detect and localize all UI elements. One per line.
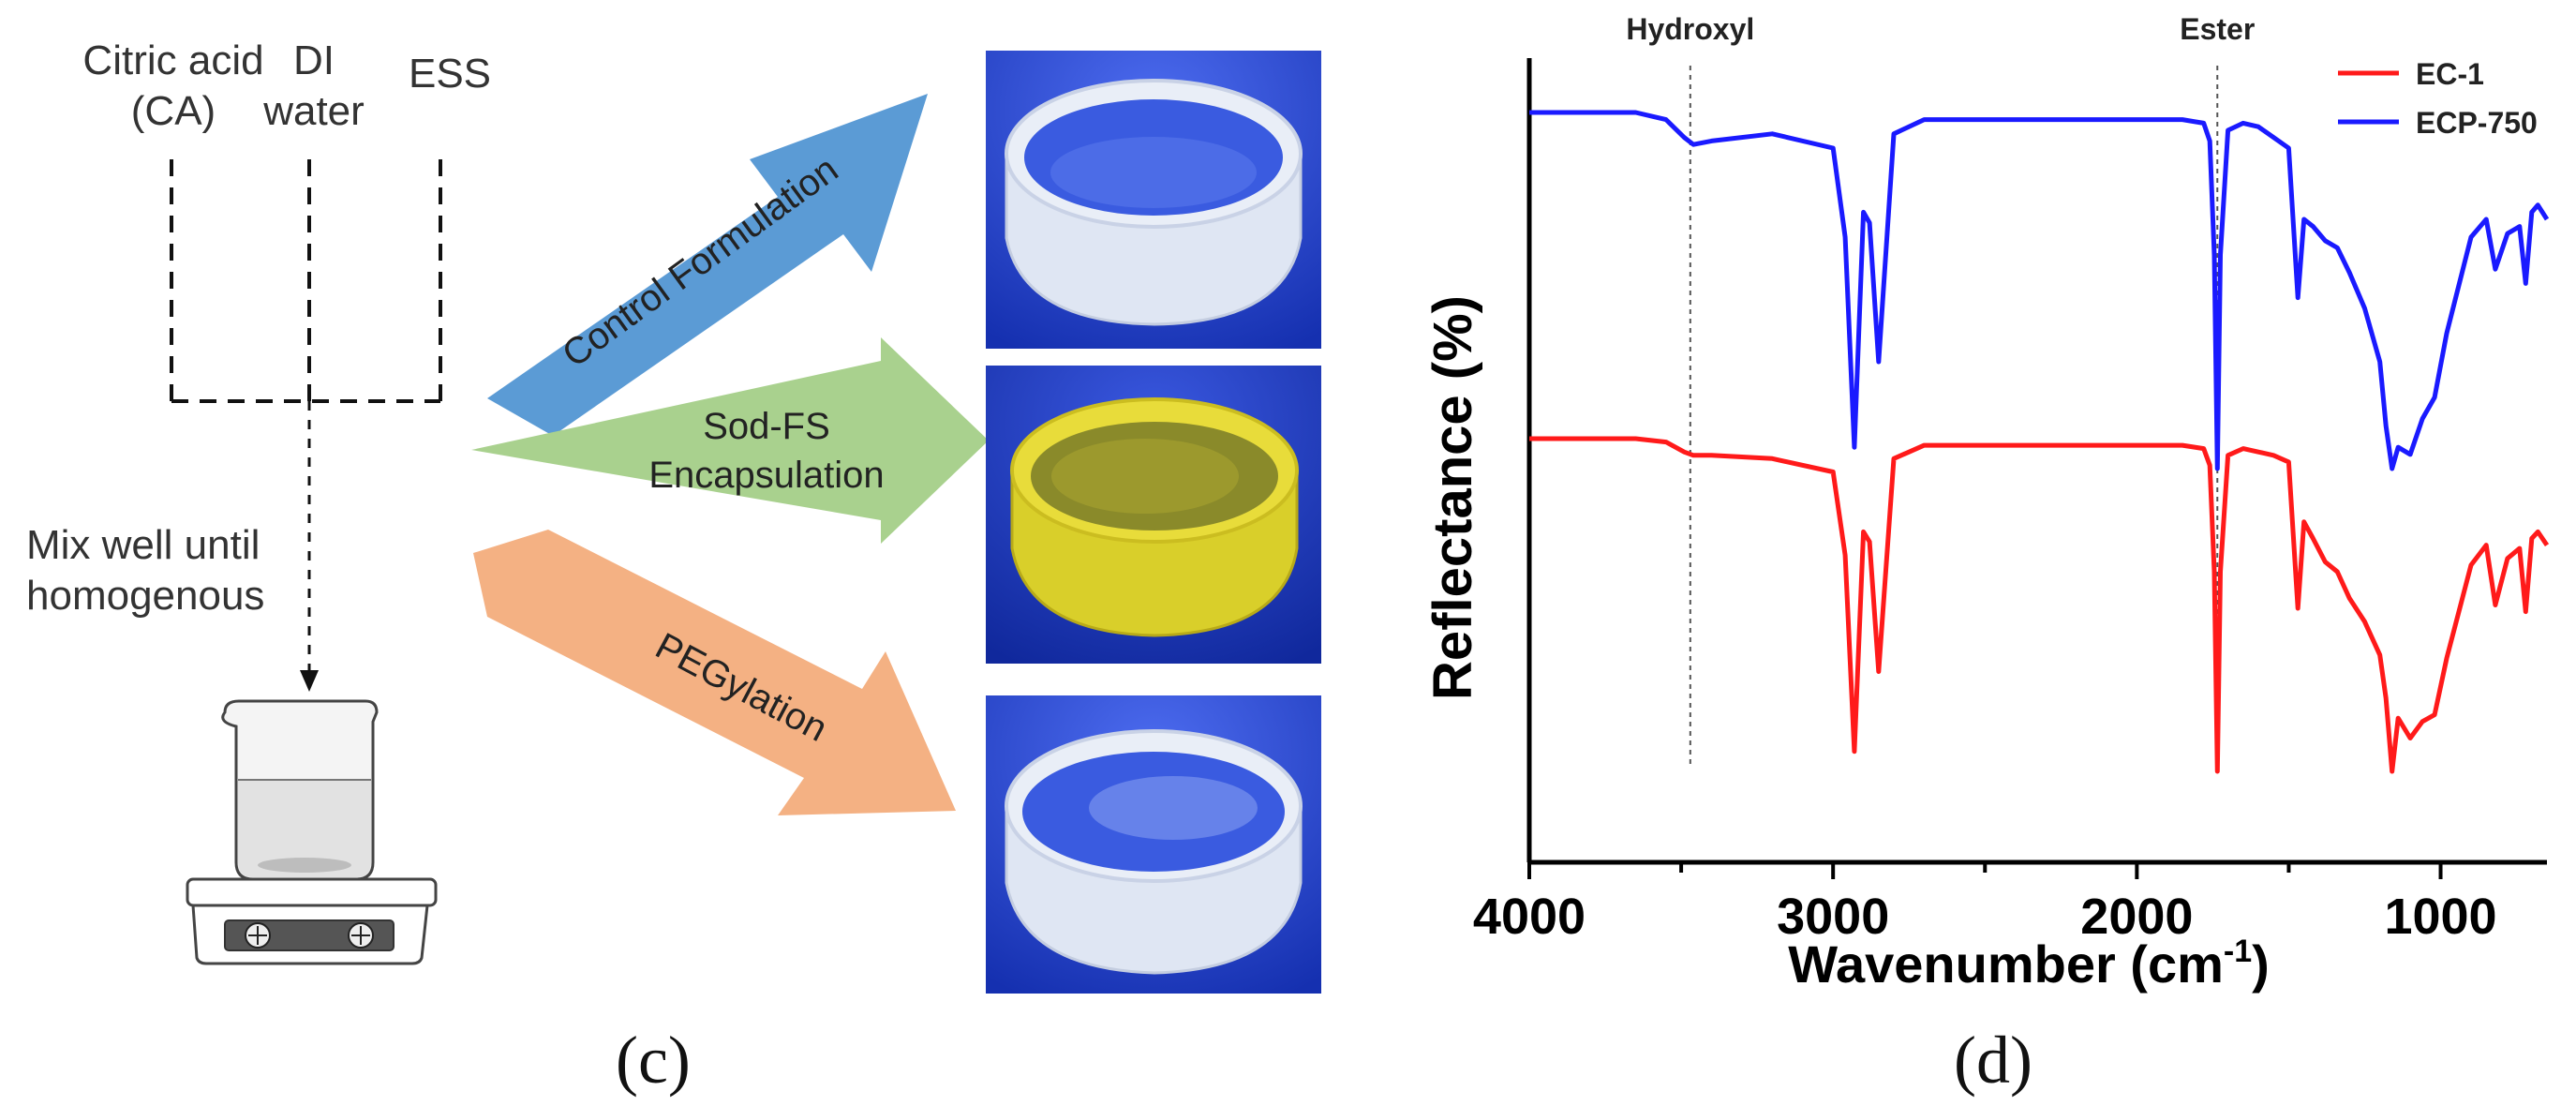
photo-sodfs-encapsulation <box>986 366 1321 664</box>
input-label-di-water: DI water <box>263 37 365 134</box>
photo-control-formulation <box>986 51 1321 349</box>
panel-letter-c: (c) <box>616 1023 691 1098</box>
panel-letter-d: (d) <box>1954 1023 2033 1098</box>
series-line <box>1529 436 2550 774</box>
x-tick-label: 2000 <box>2080 889 2193 945</box>
ftir-chart: 4000 3000 2000 1000 Wavenumber (cm-1) Reflect… <box>1422 12 2550 994</box>
annotation-label: Hydroxyl <box>1626 12 1754 46</box>
input-label-ess: ESS <box>408 51 492 97</box>
input-label-citric-acid: Citric acid (CA) <box>82 37 264 134</box>
photo-pegylation <box>986 695 1321 994</box>
beaker-hotplate-icon <box>186 699 438 965</box>
flow-lines <box>170 159 442 692</box>
annotation-label: Ester <box>2180 12 2255 46</box>
arrow-label-sodfs-line1: Sod-FS <box>703 406 830 447</box>
x-axis-label: Wavenumber (cm-1) <box>1788 934 2270 994</box>
x-tick-label: 3000 <box>1777 889 1889 945</box>
y-axis-label: Reflectance (%) <box>1422 295 1483 700</box>
x-tick-label: 1000 <box>2384 889 2496 945</box>
mix-label: Mix well until homogenous <box>26 522 265 619</box>
series-line <box>1529 110 2550 471</box>
process-arrows-lower: Sod-FS Encapsulation PEGylation <box>471 337 989 815</box>
flow-arrowhead <box>300 670 319 692</box>
arrow-label-sodfs-line2: Encapsulation <box>648 455 884 496</box>
x-tick-label: 4000 <box>1473 889 1586 945</box>
process-arrows: Control Formulation <box>487 94 928 436</box>
arrow-shape-sodfs-body <box>471 337 989 544</box>
arrow-shape-pegylation <box>473 530 956 815</box>
legend-label: EC-1 <box>2416 57 2484 91</box>
legend-label: ECP-750 <box>2416 106 2538 140</box>
